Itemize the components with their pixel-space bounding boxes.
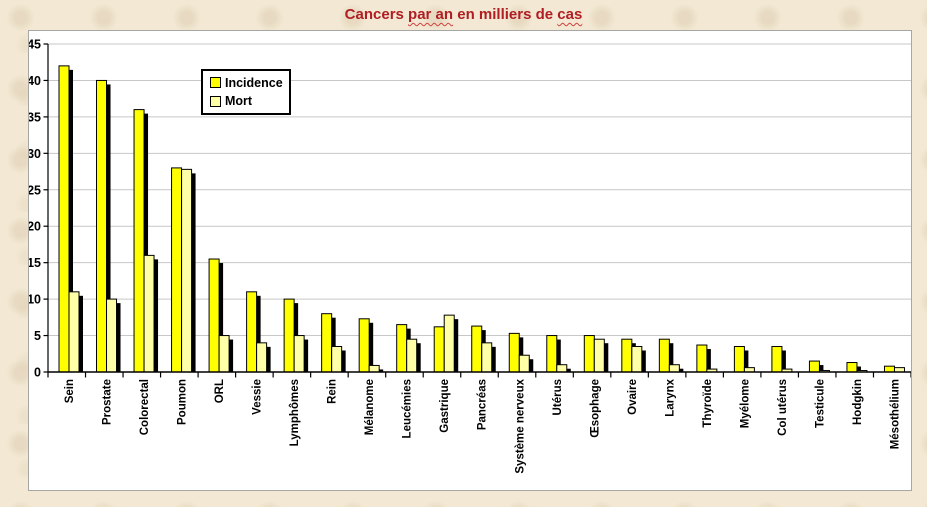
bar-mort-Gastrique — [443, 314, 455, 373]
bar-mort-ORL — [218, 335, 230, 373]
y-axis-label: 20 — [29, 220, 41, 234]
bar-incidence-Colorectal — [133, 109, 145, 373]
bar-incidence-Rein — [321, 313, 333, 373]
y-axis-label: 30 — [29, 147, 41, 161]
bar-incidence-Col utérus — [771, 345, 783, 373]
bar-incidence-Vessie — [246, 291, 258, 373]
x-axis-label: Système nerveux — [514, 378, 526, 473]
legend: Incidence Mort — [201, 69, 291, 115]
bar-incidence-Utérus — [546, 335, 558, 373]
title-text-squiggle: par an — [408, 6, 454, 23]
y-axis-label: 10 — [29, 293, 41, 307]
title-text: Cancers — [344, 6, 409, 23]
bar-incidence-Lymphômes — [283, 298, 295, 373]
x-axis-label: Mélanome — [364, 379, 376, 435]
legend-label-incidence: Incidence — [225, 75, 283, 90]
y-axis-label: 40 — [29, 74, 41, 88]
x-axis-label: Colorectal — [139, 379, 151, 435]
legend-label-mort: Mort — [225, 94, 253, 109]
chart-canvas: 0 5 10 15 20 25 30 35 40 45 Sein Prostate Colorectal… — [29, 38, 911, 474]
bar-mort-Ovaire — [631, 345, 643, 373]
y-axis-label: 15 — [29, 256, 41, 270]
x-axis-label: Testicule — [814, 379, 826, 428]
x-axis-label: Pancréas — [477, 379, 489, 430]
bar-mort-Rein — [331, 345, 343, 373]
x-axis-label: Myélome — [739, 379, 751, 428]
bar-incidence-Leucémies — [396, 324, 408, 373]
bar-incidence-Hodgkin — [846, 362, 858, 373]
bar-incidence-Testicule — [808, 360, 820, 373]
bar-incidence-Thyroïde — [696, 344, 708, 373]
y-axis-label: 35 — [29, 110, 41, 124]
bar-incidence-Pancréas — [471, 325, 483, 373]
y-axis-label: 5 — [34, 329, 41, 343]
bar-mort-Pancréas — [481, 342, 493, 373]
bar-mort-Mélanome — [368, 364, 380, 373]
title-text: en milliers de — [453, 6, 558, 23]
x-axis-label: Larynx — [664, 378, 676, 416]
y-axis-label: 25 — [29, 183, 41, 197]
bar-incidence-Myélome — [733, 345, 745, 373]
bar-incidence-Prostate — [96, 79, 108, 373]
bar-incidence-Larynx — [658, 338, 670, 373]
bar-incidence-Mésothélium — [883, 365, 895, 373]
plot-area: 0 5 10 15 20 25 30 35 40 45 Sein Prostate Colorectal… — [28, 30, 912, 491]
bar-mort-Colorectal — [143, 254, 155, 373]
bar-mort-Lymphômes — [293, 335, 305, 373]
x-axis-label: Hodgkin — [852, 379, 864, 425]
x-axis-label: Œsophage — [589, 379, 601, 438]
x-axis-label: Poumon — [177, 379, 189, 425]
legend-swatch-incidence — [210, 77, 221, 89]
bar-incidence-Sein — [58, 65, 70, 373]
bar-incidence-Système nerveux — [508, 332, 520, 373]
bar-incidence-Poumon — [171, 167, 183, 373]
bar-mort-Sein — [68, 291, 80, 373]
title-text-squiggle: cas — [557, 6, 583, 23]
bar-mort-Œsophage — [593, 338, 605, 373]
bar-mort-Larynx — [668, 364, 680, 373]
x-axis-label: Leucémies — [402, 379, 414, 438]
bar-mort-Leucémies — [406, 338, 418, 373]
bar-mort-Prostate — [106, 298, 118, 373]
bar-incidence-Œsophage — [583, 335, 595, 373]
y-axis-label: 45 — [29, 38, 41, 52]
x-axis-label: Gastrique — [439, 379, 451, 433]
legend-item-incidence: Incidence — [210, 76, 289, 90]
x-axis-label: Lymphômes — [289, 379, 301, 446]
x-axis-label: Mésothélium — [889, 379, 901, 449]
x-axis-label: ORL — [214, 379, 226, 403]
bar-mort-Poumon — [181, 168, 193, 373]
legend-item-mort: Mort — [210, 94, 289, 108]
bar-incidence-Gastrique — [433, 326, 445, 373]
x-axis-label: Vessie — [252, 379, 264, 415]
bar-mort-Système nerveux — [518, 354, 530, 373]
bar-incidence-Ovaire — [621, 338, 633, 373]
x-axis-label: Thyroïde — [702, 379, 714, 428]
x-axis-label: Utérus — [552, 379, 564, 415]
x-axis-label: Sein — [64, 379, 76, 403]
bar-mort-Utérus — [556, 364, 568, 373]
chart-title: Cancers par an en milliers de cas — [0, 6, 927, 23]
x-axis-label: Col utérus — [777, 379, 789, 436]
x-axis-label: Ovaire — [627, 379, 639, 415]
bar-incidence-Mélanome — [358, 318, 370, 373]
bar-mort-Vessie — [256, 342, 268, 373]
y-axis-label: 0 — [34, 366, 41, 380]
x-axis-label: Rein — [327, 379, 339, 404]
bar-incidence-ORL — [208, 258, 220, 373]
x-axis-label: Prostate — [102, 379, 114, 425]
legend-swatch-mort — [210, 95, 221, 107]
